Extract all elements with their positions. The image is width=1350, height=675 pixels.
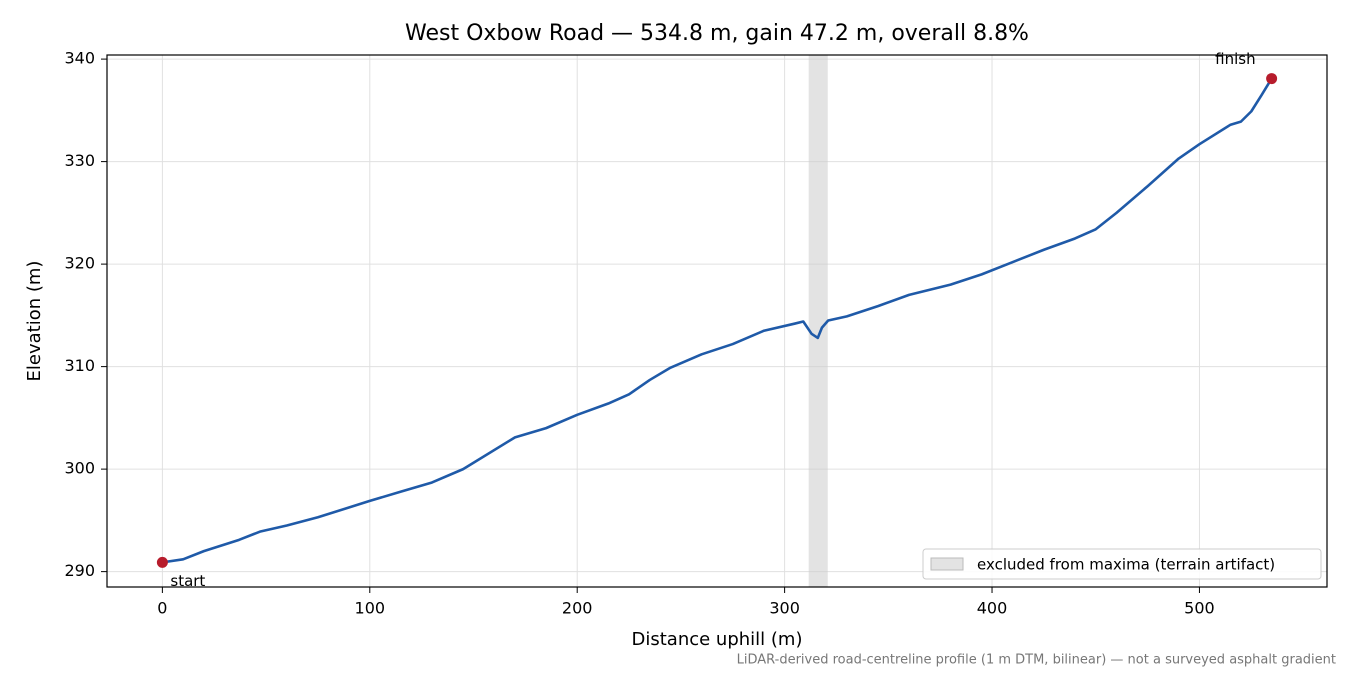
plot-frame [106, 54, 1328, 588]
x-tick-label: 300 [769, 599, 800, 618]
y-tick-label: 330 [64, 151, 95, 170]
endpoint-label: start [170, 572, 205, 590]
y-axis-label: Elevation (m) [24, 261, 45, 382]
x-tick-label: 500 [1184, 599, 1215, 618]
y-tick-label: 300 [64, 459, 95, 478]
endpoint-marker [156, 556, 168, 568]
y-tick-label: 320 [64, 254, 95, 273]
x-tick-label: 400 [977, 599, 1008, 618]
y-tick-label: 310 [64, 356, 95, 375]
x-tick-label: 0 [157, 599, 167, 618]
footnote: LiDAR-derived road-centreline profile (1… [737, 653, 1336, 668]
y-tick-label: 290 [64, 561, 95, 580]
endpoint-label: finish [1215, 50, 1255, 68]
excluded-band [808, 55, 828, 587]
chart-title: West Oxbow Road — 534.8 m, gain 47.2 m, … [405, 21, 1029, 46]
endpoint-marker [1266, 73, 1278, 85]
x-tick-label: 200 [562, 599, 593, 618]
x-tick-label: 100 [355, 599, 386, 618]
elevation-line [162, 77, 1273, 564]
x-axis-label: Distance uphill (m) [632, 629, 803, 650]
legend-label: excluded from maxima (terrain artifact) [977, 556, 1275, 574]
y-tick-label: 340 [64, 49, 95, 68]
legend-swatch [930, 557, 964, 571]
legend-box [922, 548, 1322, 580]
